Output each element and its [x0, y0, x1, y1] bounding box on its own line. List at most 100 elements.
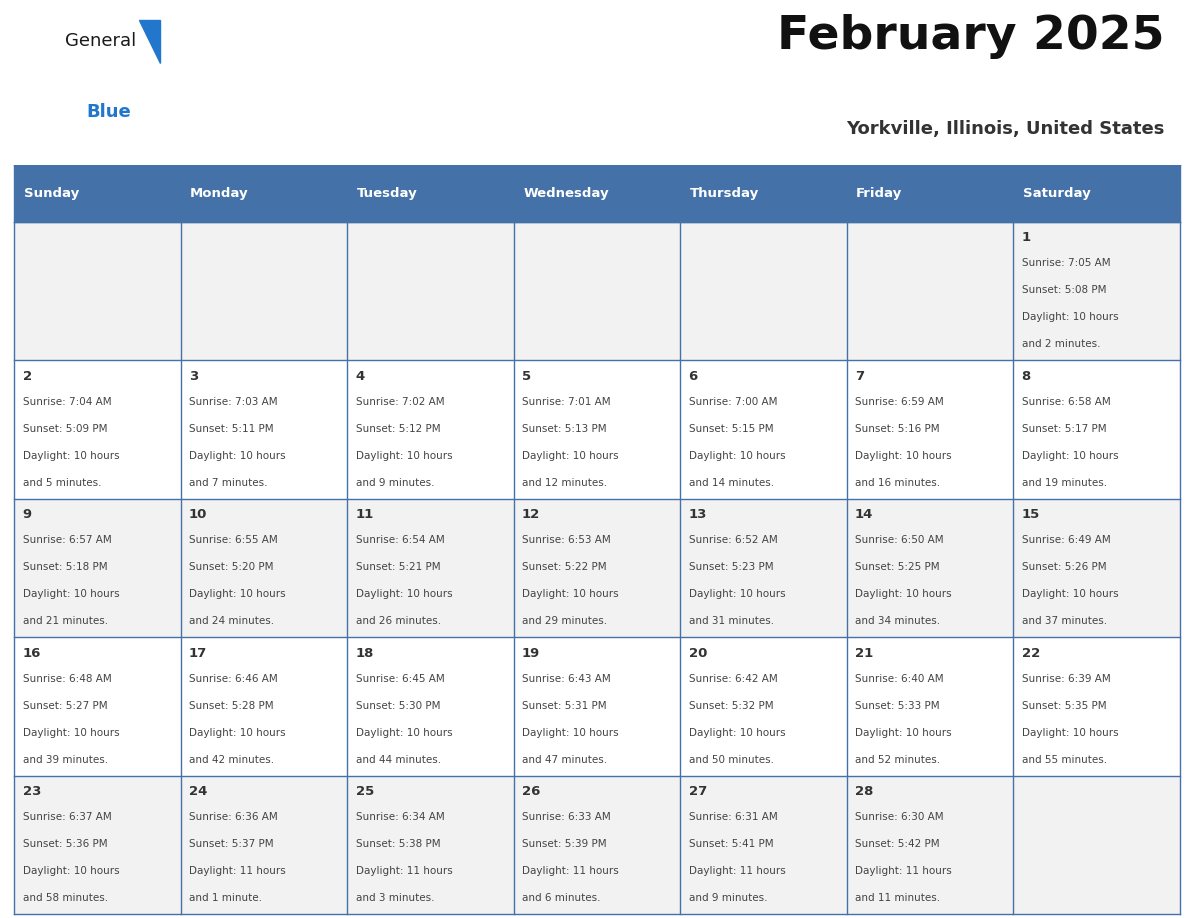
Text: Sunrise: 6:31 AM: Sunrise: 6:31 AM [689, 812, 777, 823]
Polygon shape [139, 20, 160, 62]
Text: Daylight: 11 hours: Daylight: 11 hours [189, 867, 286, 877]
Bar [14, 360, 1180, 498]
Text: and 7 minutes.: and 7 minutes. [189, 478, 267, 488]
Text: Sunrise: 6:33 AM: Sunrise: 6:33 AM [522, 812, 611, 823]
Text: Sunset: 5:39 PM: Sunset: 5:39 PM [522, 839, 607, 849]
Text: Daylight: 10 hours: Daylight: 10 hours [23, 867, 119, 877]
Text: Daylight: 11 hours: Daylight: 11 hours [522, 867, 619, 877]
Text: Daylight: 10 hours: Daylight: 10 hours [855, 589, 952, 599]
Text: 11: 11 [355, 509, 374, 521]
Text: Sunrise: 6:57 AM: Sunrise: 6:57 AM [23, 535, 112, 545]
Text: Sunrise: 7:00 AM: Sunrise: 7:00 AM [689, 397, 777, 407]
Text: Sunrise: 6:55 AM: Sunrise: 6:55 AM [189, 535, 278, 545]
Text: February 2025: February 2025 [777, 14, 1164, 59]
Text: and 24 minutes.: and 24 minutes. [189, 617, 274, 626]
Text: Daylight: 10 hours: Daylight: 10 hours [355, 451, 453, 461]
Text: Sunset: 5:38 PM: Sunset: 5:38 PM [355, 839, 441, 849]
Text: 7: 7 [855, 370, 864, 383]
Text: and 31 minutes.: and 31 minutes. [689, 617, 773, 626]
Text: Daylight: 10 hours: Daylight: 10 hours [189, 728, 285, 738]
Text: 23: 23 [23, 786, 40, 799]
Text: Daylight: 10 hours: Daylight: 10 hours [23, 728, 119, 738]
Text: Sunset: 5:42 PM: Sunset: 5:42 PM [855, 839, 940, 849]
Text: Sunrise: 6:50 AM: Sunrise: 6:50 AM [855, 535, 943, 545]
Text: and 26 minutes.: and 26 minutes. [355, 617, 441, 626]
Text: Daylight: 10 hours: Daylight: 10 hours [189, 589, 285, 599]
Bar [847, 165, 1013, 221]
Text: Sunrise: 6:58 AM: Sunrise: 6:58 AM [1022, 397, 1111, 407]
Text: Sunrise: 6:42 AM: Sunrise: 6:42 AM [689, 674, 777, 684]
Text: 24: 24 [189, 786, 208, 799]
Text: and 9 minutes.: and 9 minutes. [689, 893, 767, 903]
Text: Sunset: 5:12 PM: Sunset: 5:12 PM [355, 424, 441, 434]
Text: 16: 16 [23, 647, 40, 660]
Text: Monday: Monday [190, 187, 248, 200]
Bar [181, 165, 347, 221]
Text: 1: 1 [1022, 231, 1031, 244]
Text: 22: 22 [1022, 647, 1040, 660]
Text: Daylight: 10 hours: Daylight: 10 hours [23, 589, 119, 599]
Text: Sunset: 5:17 PM: Sunset: 5:17 PM [1022, 424, 1106, 434]
Text: Sunset: 5:13 PM: Sunset: 5:13 PM [522, 424, 607, 434]
Text: Sunrise: 7:05 AM: Sunrise: 7:05 AM [1022, 258, 1110, 268]
Text: Sunset: 5:31 PM: Sunset: 5:31 PM [522, 701, 607, 711]
Bar [347, 165, 513, 221]
Text: Sunrise: 6:48 AM: Sunrise: 6:48 AM [23, 674, 112, 684]
Text: and 1 minute.: and 1 minute. [189, 893, 263, 903]
Text: Friday: Friday [857, 187, 903, 200]
Text: and 3 minutes.: and 3 minutes. [355, 893, 434, 903]
Text: 5: 5 [522, 370, 531, 383]
Text: Sunrise: 7:02 AM: Sunrise: 7:02 AM [355, 397, 444, 407]
Text: Sunrise: 7:03 AM: Sunrise: 7:03 AM [189, 397, 278, 407]
Text: 12: 12 [522, 509, 541, 521]
Text: Sunrise: 6:53 AM: Sunrise: 6:53 AM [522, 535, 611, 545]
Text: Daylight: 11 hours: Daylight: 11 hours [689, 867, 785, 877]
Text: 9: 9 [23, 509, 32, 521]
Text: Sunday: Sunday [24, 187, 80, 200]
Text: Sunset: 5:08 PM: Sunset: 5:08 PM [1022, 285, 1106, 296]
Text: Tuesday: Tuesday [356, 187, 417, 200]
Text: Sunset: 5:32 PM: Sunset: 5:32 PM [689, 701, 773, 711]
Text: Daylight: 10 hours: Daylight: 10 hours [689, 589, 785, 599]
Text: Sunset: 5:23 PM: Sunset: 5:23 PM [689, 563, 773, 573]
Text: 27: 27 [689, 786, 707, 799]
Text: and 9 minutes.: and 9 minutes. [355, 478, 434, 488]
Text: Sunset: 5:27 PM: Sunset: 5:27 PM [23, 701, 107, 711]
Text: Sunrise: 6:30 AM: Sunrise: 6:30 AM [855, 812, 943, 823]
Bar [14, 637, 1180, 776]
Text: 26: 26 [522, 786, 541, 799]
Text: Sunset: 5:35 PM: Sunset: 5:35 PM [1022, 701, 1106, 711]
Text: Yorkville, Illinois, United States: Yorkville, Illinois, United States [846, 120, 1164, 138]
Text: 14: 14 [855, 509, 873, 521]
Text: Daylight: 10 hours: Daylight: 10 hours [189, 451, 285, 461]
Text: Daylight: 11 hours: Daylight: 11 hours [855, 867, 952, 877]
Text: and 55 minutes.: and 55 minutes. [1022, 755, 1107, 765]
Text: Daylight: 10 hours: Daylight: 10 hours [855, 728, 952, 738]
Text: Sunset: 5:20 PM: Sunset: 5:20 PM [189, 563, 273, 573]
Text: and 44 minutes.: and 44 minutes. [355, 755, 441, 765]
Text: Sunset: 5:18 PM: Sunset: 5:18 PM [23, 563, 107, 573]
Text: 28: 28 [855, 786, 873, 799]
Text: Sunrise: 6:46 AM: Sunrise: 6:46 AM [189, 674, 278, 684]
Text: and 58 minutes.: and 58 minutes. [23, 893, 108, 903]
Text: and 2 minutes.: and 2 minutes. [1022, 340, 1100, 350]
Text: and 5 minutes.: and 5 minutes. [23, 478, 101, 488]
Text: Sunrise: 6:40 AM: Sunrise: 6:40 AM [855, 674, 943, 684]
Text: Daylight: 10 hours: Daylight: 10 hours [23, 451, 119, 461]
Text: Daylight: 10 hours: Daylight: 10 hours [522, 589, 619, 599]
Text: and 39 minutes.: and 39 minutes. [23, 755, 108, 765]
Text: 20: 20 [689, 647, 707, 660]
Text: 25: 25 [355, 786, 374, 799]
Text: Daylight: 10 hours: Daylight: 10 hours [355, 589, 453, 599]
Text: and 12 minutes.: and 12 minutes. [522, 478, 607, 488]
Text: and 42 minutes.: and 42 minutes. [189, 755, 274, 765]
Text: and 34 minutes.: and 34 minutes. [855, 617, 940, 626]
Text: Saturday: Saturday [1023, 187, 1091, 200]
Text: 18: 18 [355, 647, 374, 660]
Text: Sunrise: 6:39 AM: Sunrise: 6:39 AM [1022, 674, 1111, 684]
Text: Daylight: 10 hours: Daylight: 10 hours [522, 728, 619, 738]
Text: 3: 3 [189, 370, 198, 383]
Bar [513, 165, 681, 221]
Text: Sunrise: 6:34 AM: Sunrise: 6:34 AM [355, 812, 444, 823]
Text: Sunset: 5:36 PM: Sunset: 5:36 PM [23, 839, 107, 849]
